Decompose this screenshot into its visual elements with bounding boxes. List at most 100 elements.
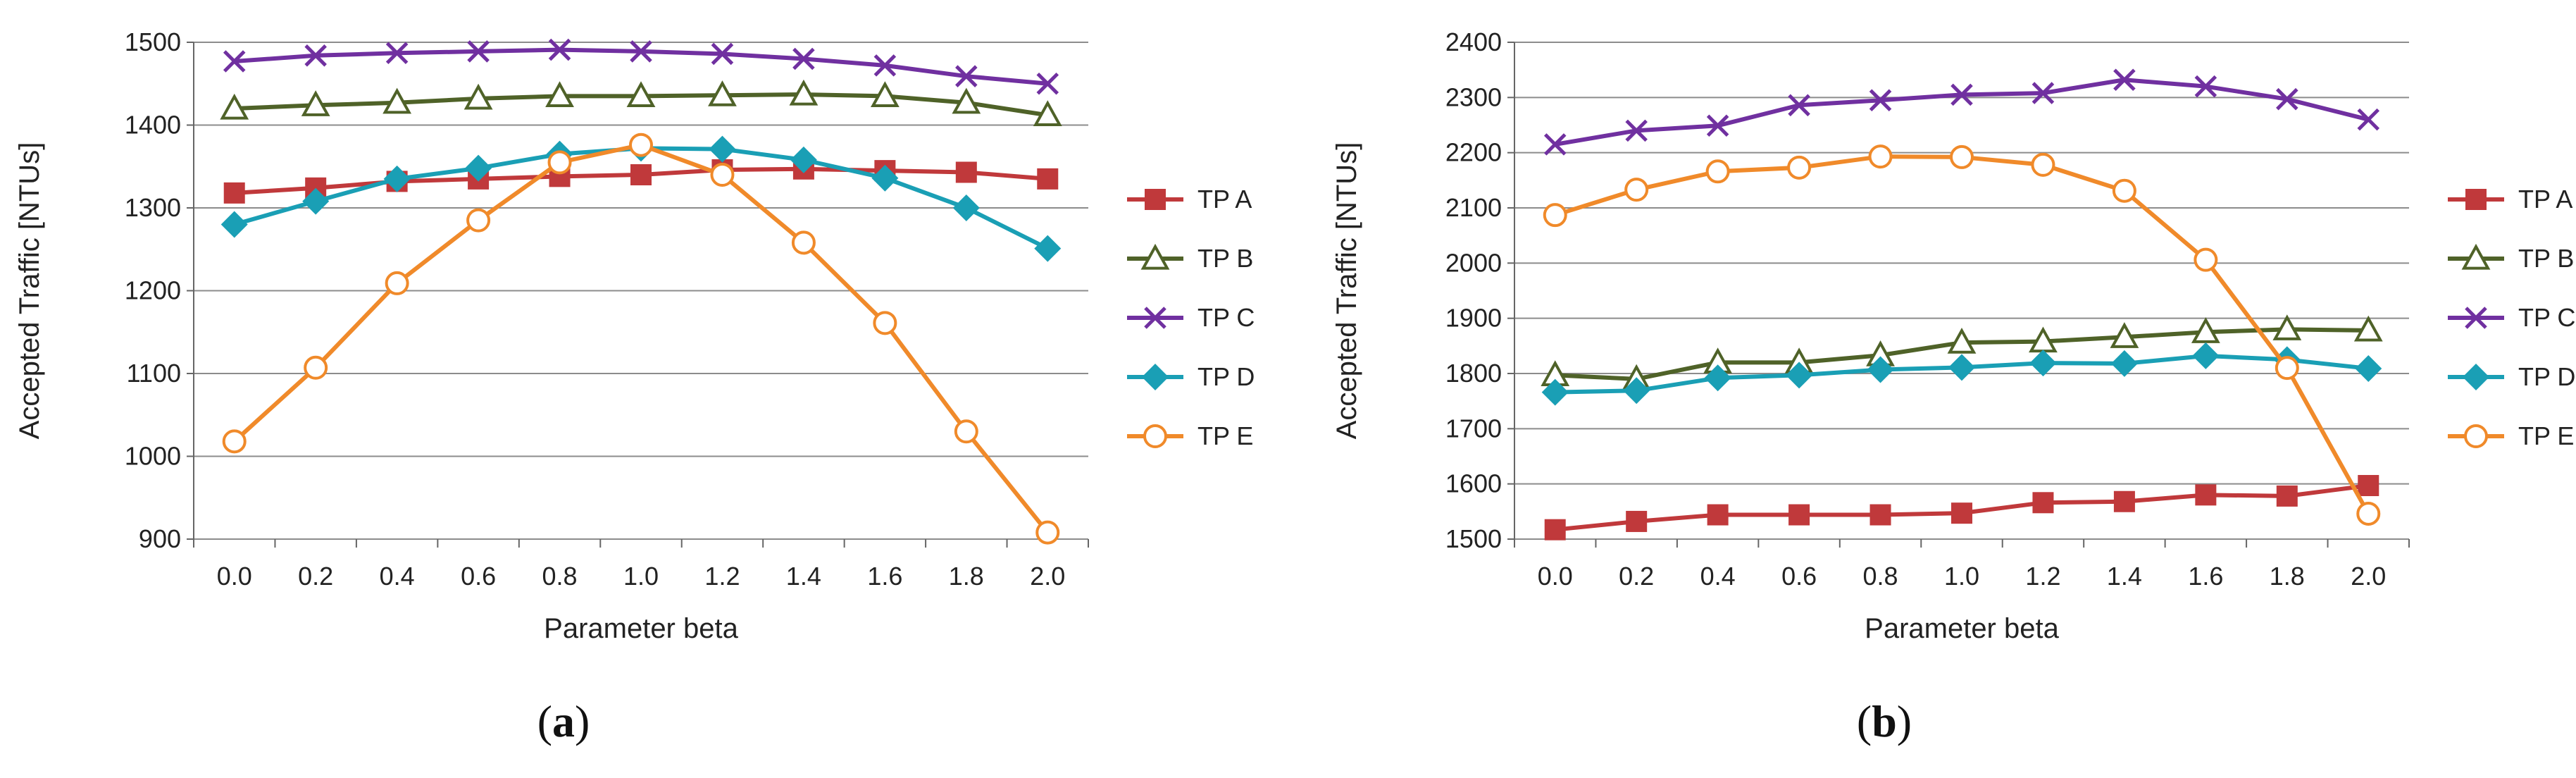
data-point-tp-c: [385, 42, 409, 65]
data-point-tp-c: [2276, 87, 2298, 111]
data-point-tp-c: [1869, 89, 1892, 112]
x-tick-label: 1.6: [867, 562, 902, 591]
data-point-tp-a: [2195, 484, 2217, 506]
y-axis-title: Accepted Traffic [NTUs]: [14, 142, 45, 440]
legend-marker-tp-a: [2465, 189, 2487, 210]
data-point-tp-a: [1951, 502, 1972, 524]
data-point-tp-c: [1788, 94, 1810, 117]
data-point-tp-e: [547, 150, 572, 175]
data-point-tp-e: [1950, 144, 1974, 169]
data-point-tp-e: [710, 163, 735, 187]
chart-panel-b: 1500 1600 1700 1800 1900 2000 2100 2200 2300 2400…: [1331, 27, 2575, 746]
legend-marker-tp-c: [1144, 307, 1166, 329]
data-point-tp-d: [2192, 342, 2220, 369]
data-point-tp-d: [1704, 364, 1731, 392]
data-point-tp-c: [2357, 108, 2380, 131]
legend-marker-tp-d: [2463, 364, 2489, 390]
x-tick-label: 0.8: [542, 562, 578, 591]
data-point-tp-d: [952, 194, 980, 221]
data-point-tp-e: [222, 429, 247, 454]
data-point-tp-d: [1786, 362, 1813, 389]
data-point-tp-b: [301, 90, 330, 116]
data-point-tp-d: [1867, 356, 1894, 383]
legend-marker-tp-b: [2461, 243, 2491, 270]
x-tick-label: 1.2: [704, 562, 740, 591]
x-tick-label: 1.8: [949, 562, 984, 591]
data-point-tp-b: [2191, 317, 2220, 343]
data-point-tp-b: [1033, 100, 1062, 126]
legend-label-tp-e: TP E: [1197, 421, 1253, 450]
caption-letter: b: [1872, 696, 1897, 746]
y-tick-label: 1300: [125, 193, 181, 222]
data-point-tp-e: [954, 419, 978, 444]
data-point-tp-c: [2194, 75, 2217, 98]
data-point-tp-a: [1544, 519, 1566, 541]
legend-label-tp-c: TP C: [2518, 303, 2575, 332]
data-point-tp-e: [791, 230, 816, 255]
x-tick-label: 1.0: [1944, 562, 1979, 591]
data-point-tp-a: [1869, 504, 1891, 526]
data-point-tp-b: [708, 80, 737, 106]
data-point-tp-e: [1035, 520, 1060, 545]
data-point-tp-a: [630, 164, 652, 185]
legend-label-tp-e: TP E: [2518, 421, 2574, 450]
x-tick-label: 1.8: [2270, 562, 2305, 591]
legend-label-tp-b: TP B: [1197, 244, 1253, 273]
data-point-tp-a: [1788, 504, 1810, 526]
data-point-tp-b: [789, 79, 819, 106]
legend-label-tp-c: TP C: [1197, 303, 1255, 332]
data-point-tp-e: [1624, 178, 1649, 202]
caption-close-paren: ): [1897, 696, 1912, 746]
data-point-tp-c: [223, 50, 246, 73]
data-point-tp-e: [385, 271, 409, 295]
y-tick-label: 2400: [1445, 27, 1502, 56]
x-tick-label: 0.4: [1700, 562, 1736, 591]
y-tick-label: 1500: [1445, 524, 1502, 553]
legend-marker-tp-d: [1142, 364, 1169, 390]
data-point-tp-c: [1706, 114, 1729, 137]
caption-letter: a: [552, 696, 575, 746]
data-point-tp-d: [2029, 350, 2057, 377]
data-point-tp-e: [1868, 144, 1893, 169]
data-point-tp-d: [790, 146, 817, 173]
x-tick-label: 0.6: [1781, 562, 1817, 591]
legend-marker-tp-e: [1143, 424, 1167, 448]
data-point-tp-c: [711, 42, 734, 66]
data-point-tp-a: [2276, 485, 2298, 507]
legend-label-tp-d: TP D: [2518, 362, 2575, 391]
chart-panel-a: 900 1000 1100 1200 1300 1400 1500 0.0 0.2 0.4 0.6 0…: [14, 27, 1255, 746]
data-point-tp-b: [626, 81, 656, 107]
y-tick-label: 1000: [125, 442, 181, 471]
data-point-tp-d: [220, 211, 248, 238]
y-tick-label: 2000: [1445, 248, 1502, 277]
x-axis-title: Parameter beta: [544, 613, 738, 644]
y-axis-title: Accepted Traffic [NTUs]: [1331, 142, 1362, 440]
x-tick-label: 0.2: [1619, 562, 1654, 591]
data-point-tp-a: [1707, 504, 1729, 526]
data-point-tp-c: [1950, 83, 1973, 106]
data-point-tp-d: [2355, 354, 2382, 382]
data-point-tp-b: [463, 83, 493, 110]
data-point-tp-a: [2113, 490, 2135, 512]
data-point-tp-e: [2356, 501, 2381, 526]
data-point-tp-b: [2110, 322, 2139, 348]
y-tick-label: 1400: [125, 111, 181, 140]
y-tick-label: 900: [139, 524, 181, 553]
data-point-tp-c: [873, 54, 897, 77]
x-tick-label: 0.8: [1863, 562, 1898, 591]
legend-label-tp-b: TP B: [2518, 244, 2574, 273]
data-point-tp-c: [1543, 133, 1567, 156]
y-tick-label: 1500: [125, 27, 181, 56]
data-point-tp-e: [2112, 178, 2136, 203]
x-tick-label: 1.6: [2188, 562, 2223, 591]
data-point-tp-b: [2272, 314, 2302, 340]
legend-label-tp-a: TP A: [2518, 185, 2572, 214]
data-point-tp-e: [2031, 152, 2055, 177]
data-point-tp-d: [383, 165, 411, 192]
data-point-tp-b: [952, 87, 981, 114]
data-point-tp-d: [871, 164, 899, 192]
data-point-tp-d: [2110, 350, 2138, 377]
y-tick-label: 1800: [1445, 359, 1502, 388]
data-point-tp-b: [220, 93, 249, 120]
